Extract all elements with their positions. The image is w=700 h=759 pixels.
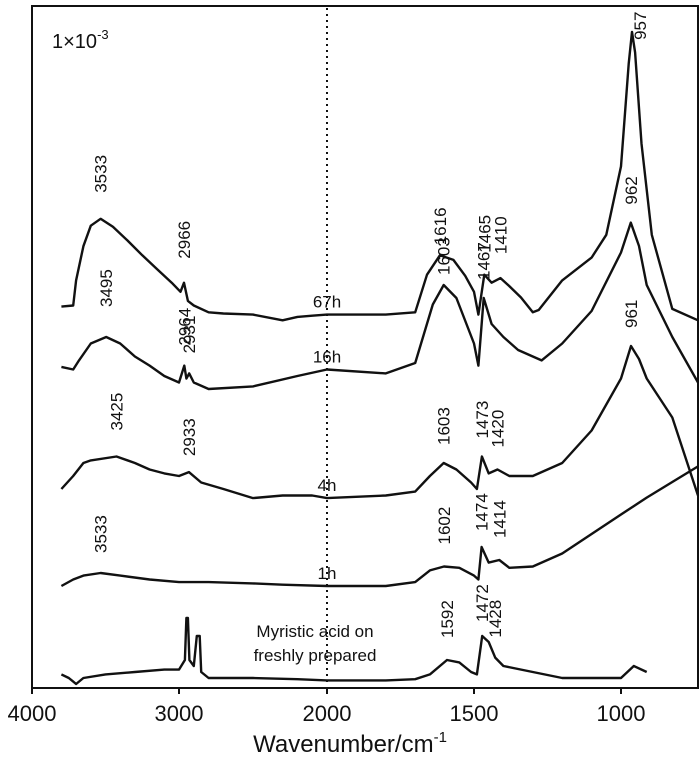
x-tick-label-4000: 4000	[8, 701, 57, 726]
peak-label-1616: 1616	[431, 207, 450, 245]
peak-label-1472: 1472	[473, 584, 492, 622]
annotation-line-1: Myristic acid on	[256, 622, 373, 641]
series-name-16h: 16h	[313, 348, 341, 367]
peak-label-3425: 3425	[108, 393, 127, 431]
scale-label: 1×10-3	[52, 27, 109, 53]
series-name-4h: 4h	[318, 476, 337, 495]
x-tick-label-2000: 2000	[303, 701, 352, 726]
series-group	[60, 30, 700, 686]
peak-label-957: 957	[631, 12, 650, 40]
peak-label-961: 961	[622, 300, 641, 328]
peak-label-1465: 1465	[475, 215, 494, 253]
peak-label-1467: 1467	[475, 242, 494, 280]
peak-label-1420: 1420	[489, 410, 508, 448]
series-line-3	[60, 465, 699, 588]
peak-label-1474: 1474	[473, 493, 492, 531]
peak-label-1428: 1428	[486, 600, 505, 638]
peak-label-3495: 3495	[97, 269, 116, 307]
peak-label-2964: 2964	[175, 308, 194, 346]
peak-label-1603: 1603	[435, 237, 454, 275]
peak-label-1603: 1603	[435, 407, 454, 445]
peak-label-1414: 1414	[490, 500, 509, 538]
x-tick-label-3000: 3000	[155, 701, 204, 726]
peak-label-1473: 1473	[473, 401, 492, 439]
series-line-1	[61, 221, 700, 391]
peak-label-962: 962	[622, 176, 641, 204]
peak-label-2931: 2931	[180, 316, 199, 354]
x-tick-label-1000: 1000	[597, 701, 646, 726]
peak-label-1410: 1410	[492, 216, 511, 254]
series-line-0	[61, 30, 699, 322]
peak-label-2933: 2933	[180, 418, 199, 456]
peak-label-1602: 1602	[435, 507, 454, 545]
x-tick-label-1500: 1500	[450, 701, 499, 726]
x-ticks: 4000 3000 2000 1500 1000	[8, 688, 646, 726]
series-labels: 67h 16h 4h 1h	[313, 293, 341, 583]
peak-label-3533: 3533	[92, 515, 111, 553]
series-name-67h: 67h	[313, 293, 341, 312]
x-axis-label: Wavenumber/cm-1	[253, 729, 447, 758]
series-line-2	[60, 344, 700, 500]
series-name-1h: 1h	[318, 564, 337, 583]
peak-label-3533: 3533	[92, 155, 111, 193]
annotation-line-2: freshly prepared	[254, 646, 377, 665]
plot-frame	[31, 5, 699, 689]
peak-label-1592: 1592	[438, 600, 457, 638]
peak-label-2966: 2966	[175, 221, 194, 259]
series-line-4	[60, 616, 648, 686]
